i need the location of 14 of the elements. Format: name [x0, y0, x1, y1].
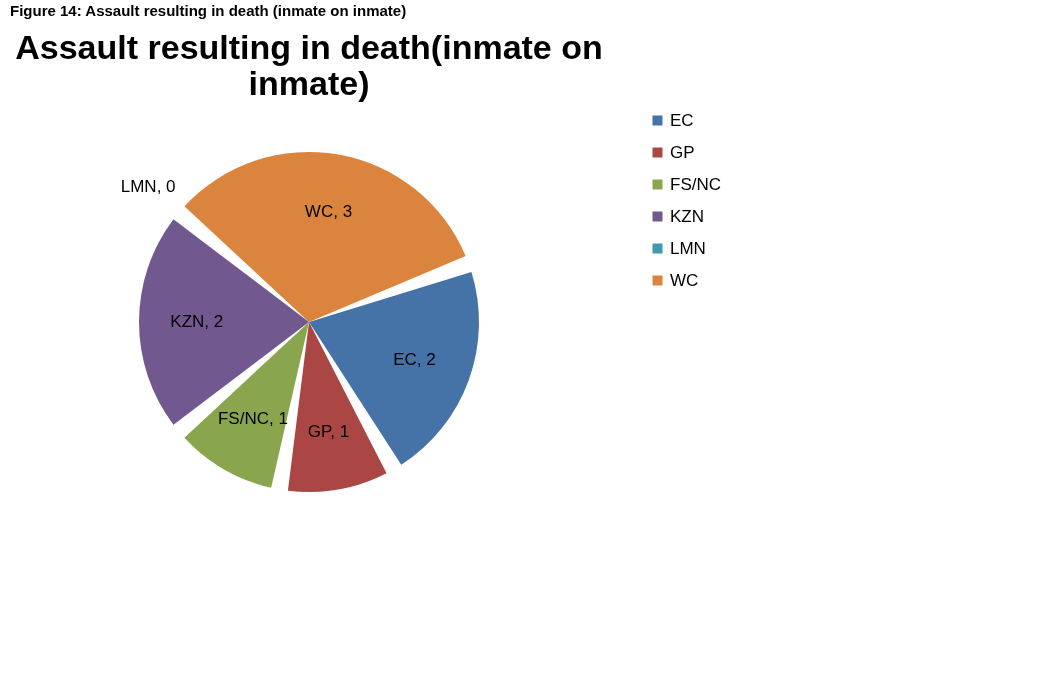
data-label: KZN, 2 [170, 312, 224, 331]
legend-label: GP [670, 142, 695, 162]
caption: Figure 14: Assault resulting in death (inmate on inmate) [9, 1, 408, 21]
legend-label: EC [670, 110, 694, 130]
legend-label: WC [670, 270, 699, 290]
legend-label: LMN [670, 238, 706, 258]
data-label: EC, 2 [393, 350, 436, 370]
chart-title: Assault resulting in death(inmate on inmate) [15, 28, 603, 102]
legend-label: FS/NC [670, 174, 721, 194]
data-label: GP, 1 [307, 422, 350, 442]
data-label: FS/NC, 1 [217, 409, 288, 429]
legend-label: KZN [670, 206, 704, 226]
text: LMN, 0 [120, 177, 176, 197]
data-label: WC, 3 [304, 201, 353, 221]
